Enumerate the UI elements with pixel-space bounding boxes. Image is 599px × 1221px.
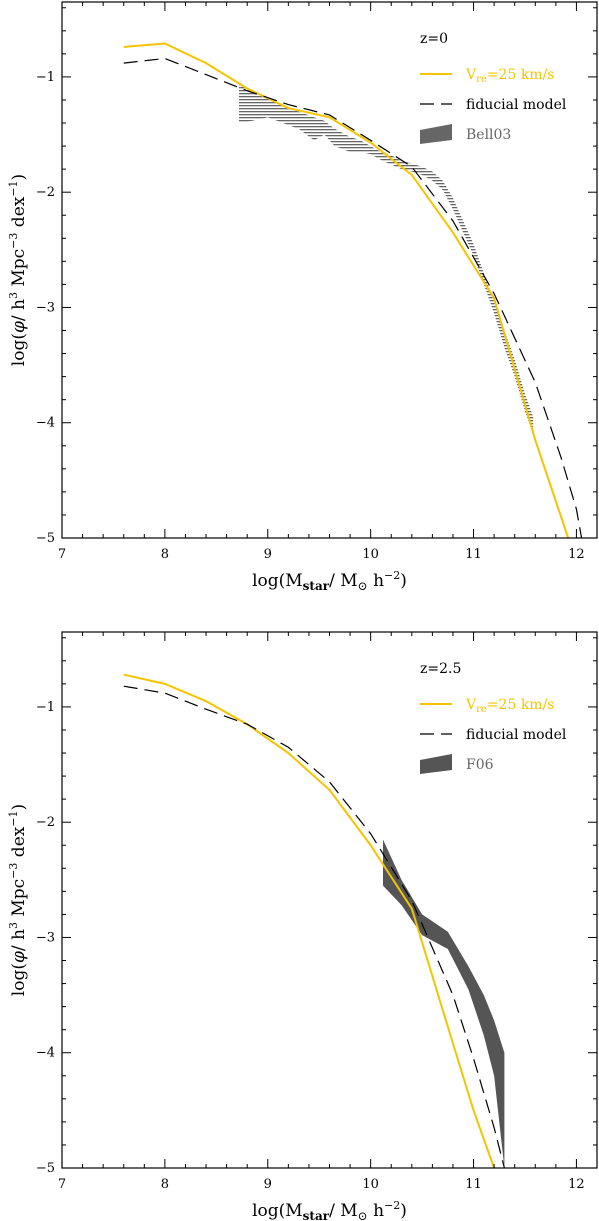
y-label-part: / h <box>9 299 29 321</box>
x-label-part: h <box>368 571 384 591</box>
y-label-part: dex <box>9 826 29 862</box>
legend-label-band: F06 <box>466 757 494 773</box>
y-label-sup: −1 <box>7 810 20 826</box>
fiducial-model-line <box>123 57 583 538</box>
y-label-part: / h <box>9 929 29 951</box>
legend-swatch-band <box>420 754 452 774</box>
chart-panel-bottom: 7 8 9 10 11 12 −1 −2 −3 −4 −5 log(Mstar/ M⊙ h−2) log… <box>7 631 598 1221</box>
x-tick-label: 8 <box>161 1177 169 1192</box>
chart-panel-top: 7 8 9 10 11 12 −1 −2 −3 −4 −5 log(Mstar/ M⊙ h−2) log… <box>7 1 598 593</box>
y-tick-label: −5 <box>36 1161 55 1176</box>
x-label-part: / M <box>329 1201 358 1221</box>
x-label-part: h <box>368 1201 384 1221</box>
legend-label-fiducial: fiducial model <box>466 727 567 743</box>
x-tick-label: 9 <box>264 1177 272 1192</box>
observational-band <box>383 839 505 1168</box>
y-label-phi: φ <box>9 321 29 333</box>
x-label-part: ) <box>400 1201 407 1221</box>
y-tick-label: −4 <box>36 416 55 431</box>
y-axis-label: log(φ/ h3 Mpc−3 dex−1) <box>7 804 29 996</box>
legend-label-vre-rest: =25 km/s <box>487 67 555 83</box>
y-label-part: dex <box>9 196 29 232</box>
legend-label-vre-rest: =25 km/s <box>487 697 555 713</box>
x-label-part: ) <box>400 571 407 591</box>
x-tick-label: 11 <box>465 547 482 562</box>
y-label-phi: φ <box>9 951 29 963</box>
legend-label-fiducial: fiducial model <box>466 97 567 113</box>
legend-title: z=2.5 <box>420 661 461 677</box>
x-tick-label: 9 <box>264 547 272 562</box>
vre-model-line <box>123 42 570 538</box>
y-label-sup: −1 <box>7 180 20 196</box>
y-tick-label: −2 <box>36 815 55 830</box>
x-label-sup: −2 <box>384 1199 400 1212</box>
y-label-part: ) <box>9 174 29 181</box>
y-tick-label: −4 <box>36 1046 55 1061</box>
plot-area <box>123 673 505 1168</box>
x-tick-label: 8 <box>161 547 169 562</box>
legend-label-vre: Vre=25 km/s <box>465 67 554 85</box>
y-tick-label: −3 <box>36 930 55 945</box>
y-tick-label: −3 <box>36 300 55 315</box>
x-tick-label: 12 <box>568 547 585 562</box>
x-tick-label: 7 <box>58 547 66 562</box>
x-label-sup: −2 <box>384 569 400 582</box>
y-label-sup: 3 <box>7 922 20 929</box>
x-label-sub: ⊙ <box>358 1209 368 1221</box>
y-label-part: Mpc <box>9 879 29 922</box>
fiducial-model-line <box>123 685 505 1168</box>
x-tick-label: 10 <box>362 547 379 562</box>
x-tick-label: 12 <box>568 1177 585 1192</box>
x-label-part: / M <box>329 571 358 591</box>
legend-label-vre-sub: re <box>476 704 487 715</box>
y-tick-label: −2 <box>36 185 55 200</box>
plot-area <box>123 42 583 538</box>
legend-title: z=0 <box>420 31 448 47</box>
y-tick-label: −1 <box>36 70 55 85</box>
x-label-sub: star <box>303 579 330 593</box>
vre-model-line <box>123 673 496 1168</box>
y-label-part: Mpc <box>9 249 29 292</box>
legend-swatch-band <box>420 124 452 144</box>
y-label-sup: −3 <box>7 233 20 249</box>
y-axis-label: log(φ/ h3 Mpc−3 dex−1) <box>7 174 29 366</box>
x-tick-label: 7 <box>58 1177 66 1192</box>
legend-label-band: Bell03 <box>466 127 511 143</box>
y-tick-label: −5 <box>36 531 55 546</box>
x-tick-label: 10 <box>362 1177 379 1192</box>
x-label-sub: star <box>303 1209 330 1221</box>
x-axis-label: log(Mstar/ M⊙ h−2) <box>252 1199 407 1221</box>
y-tick-label: −1 <box>36 700 55 715</box>
x-axis-label: log(Mstar/ M⊙ h−2) <box>252 569 407 593</box>
x-tick-label: 11 <box>465 1177 482 1192</box>
y-label-sup: −3 <box>7 863 20 879</box>
y-label-sup: 3 <box>7 292 20 299</box>
legend-label-vre-sub: re <box>476 74 487 85</box>
y-label-part: ) <box>9 804 29 811</box>
legend-label-vre: Vre=25 km/s <box>465 697 554 715</box>
x-label-sub: ⊙ <box>358 579 368 593</box>
